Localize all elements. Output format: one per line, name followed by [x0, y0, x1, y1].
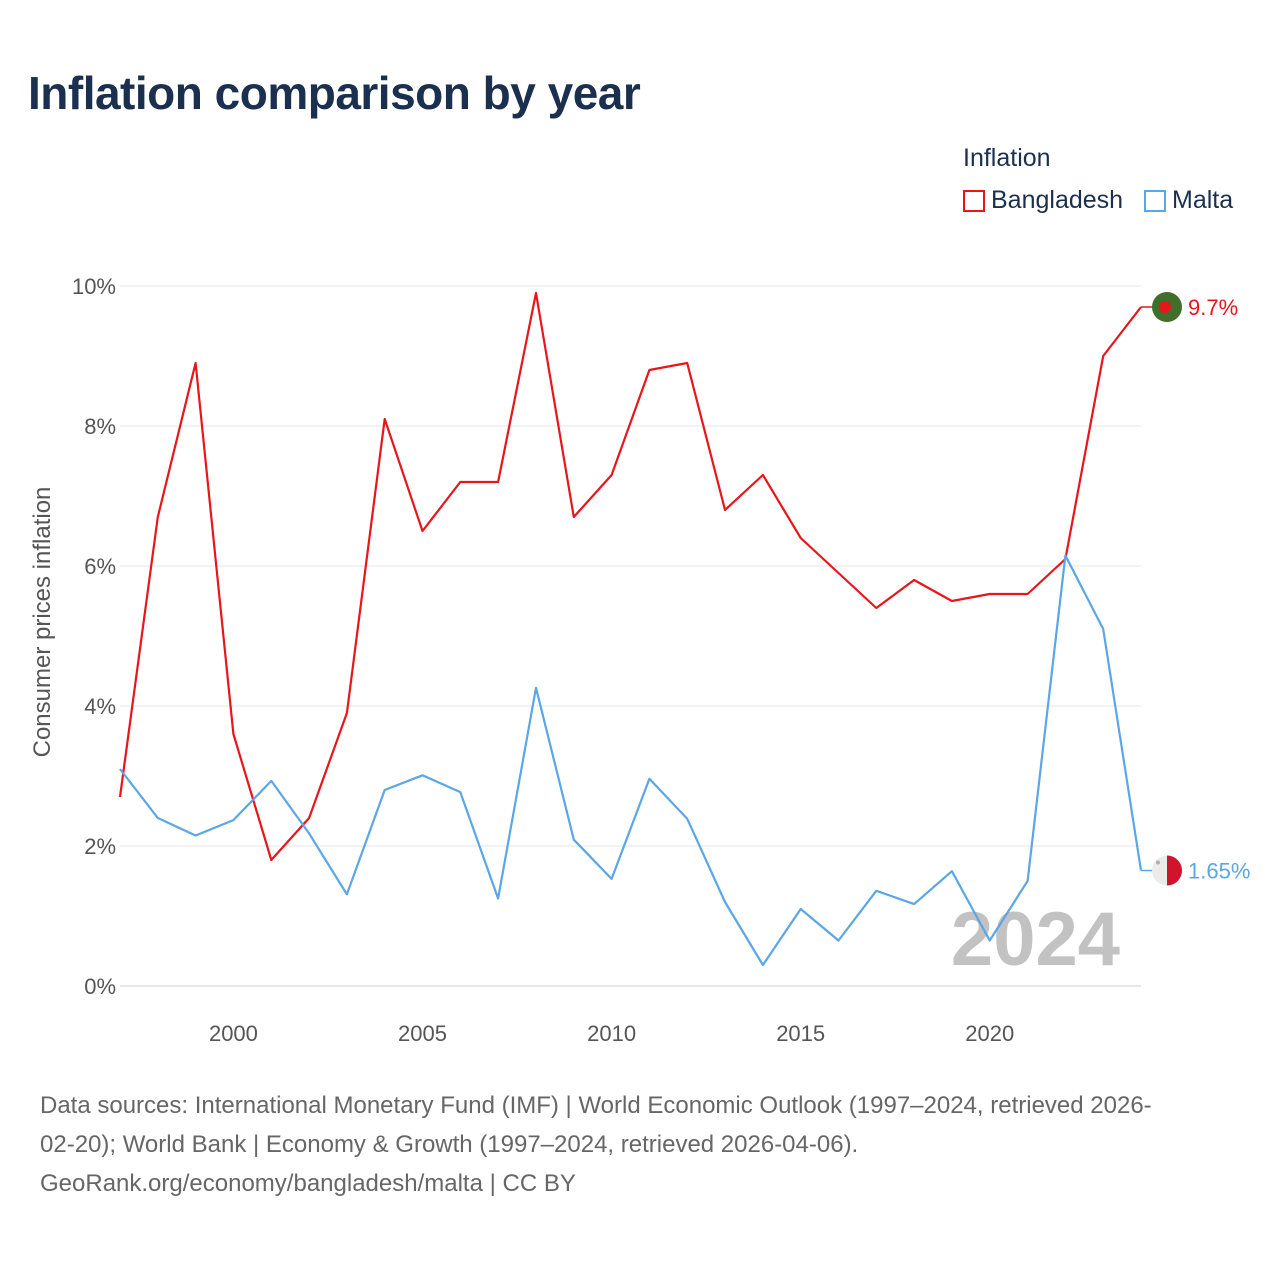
legend-swatch-malta	[1144, 189, 1166, 212]
bangladesh-flag-icon	[1152, 292, 1182, 322]
legend-swatch-bangladesh	[963, 189, 985, 212]
end-value-label-malta: 1.65%	[1188, 859, 1250, 884]
legend-label-bangladesh: Bangladesh	[991, 186, 1124, 214]
y-tick-label: 2%	[84, 834, 116, 859]
x-tick-label: 2005	[398, 1021, 447, 1046]
line-chart: 0% 2% 4% 6% 8% 10% 2000 2005 2010 2015 2020 Consu…	[29, 274, 1250, 1046]
legend-label-malta: Malta	[1172, 186, 1234, 214]
year-watermark: 2024	[951, 897, 1120, 982]
y-tick-label: 10%	[72, 274, 116, 299]
y-tick-label: 6%	[84, 554, 116, 579]
source-line-3[interactable]: GeoRank.org/economy/bangladesh/malta | C…	[40, 1170, 576, 1197]
source-line-2: 02-20); World Bank | Economy & Growth (1…	[40, 1131, 859, 1158]
series-line-bangladesh[interactable]	[118, 291, 1142, 862]
x-tick-label: 2010	[587, 1021, 636, 1046]
legend-item-bangladesh[interactable]: Bangladesh	[963, 186, 1123, 215]
series-line-malta[interactable]	[119, 554, 1143, 967]
y-tick-label: 4%	[84, 694, 116, 719]
x-tick-label: 2015	[776, 1021, 825, 1046]
legend-title: Inflation	[963, 144, 1051, 172]
x-tick-label: 2020	[965, 1021, 1014, 1046]
source-note: Data sources: International Monetary Fun…	[40, 1086, 1250, 1203]
y-tick-label: 8%	[84, 414, 116, 439]
x-tick-label: 2000	[209, 1021, 258, 1046]
chart-title: Inflation comparison by year	[28, 67, 641, 119]
end-value-label-bangladesh: 9.7%	[1188, 295, 1238, 320]
y-axis-label: Consumer prices inflation	[29, 487, 56, 758]
source-line-1: Data sources: International Monetary Fun…	[40, 1092, 1152, 1119]
malta-flag-icon	[1152, 855, 1182, 886]
y-tick-label: 0%	[84, 974, 116, 999]
legend-item-malta[interactable]: Malta	[1144, 186, 1233, 215]
